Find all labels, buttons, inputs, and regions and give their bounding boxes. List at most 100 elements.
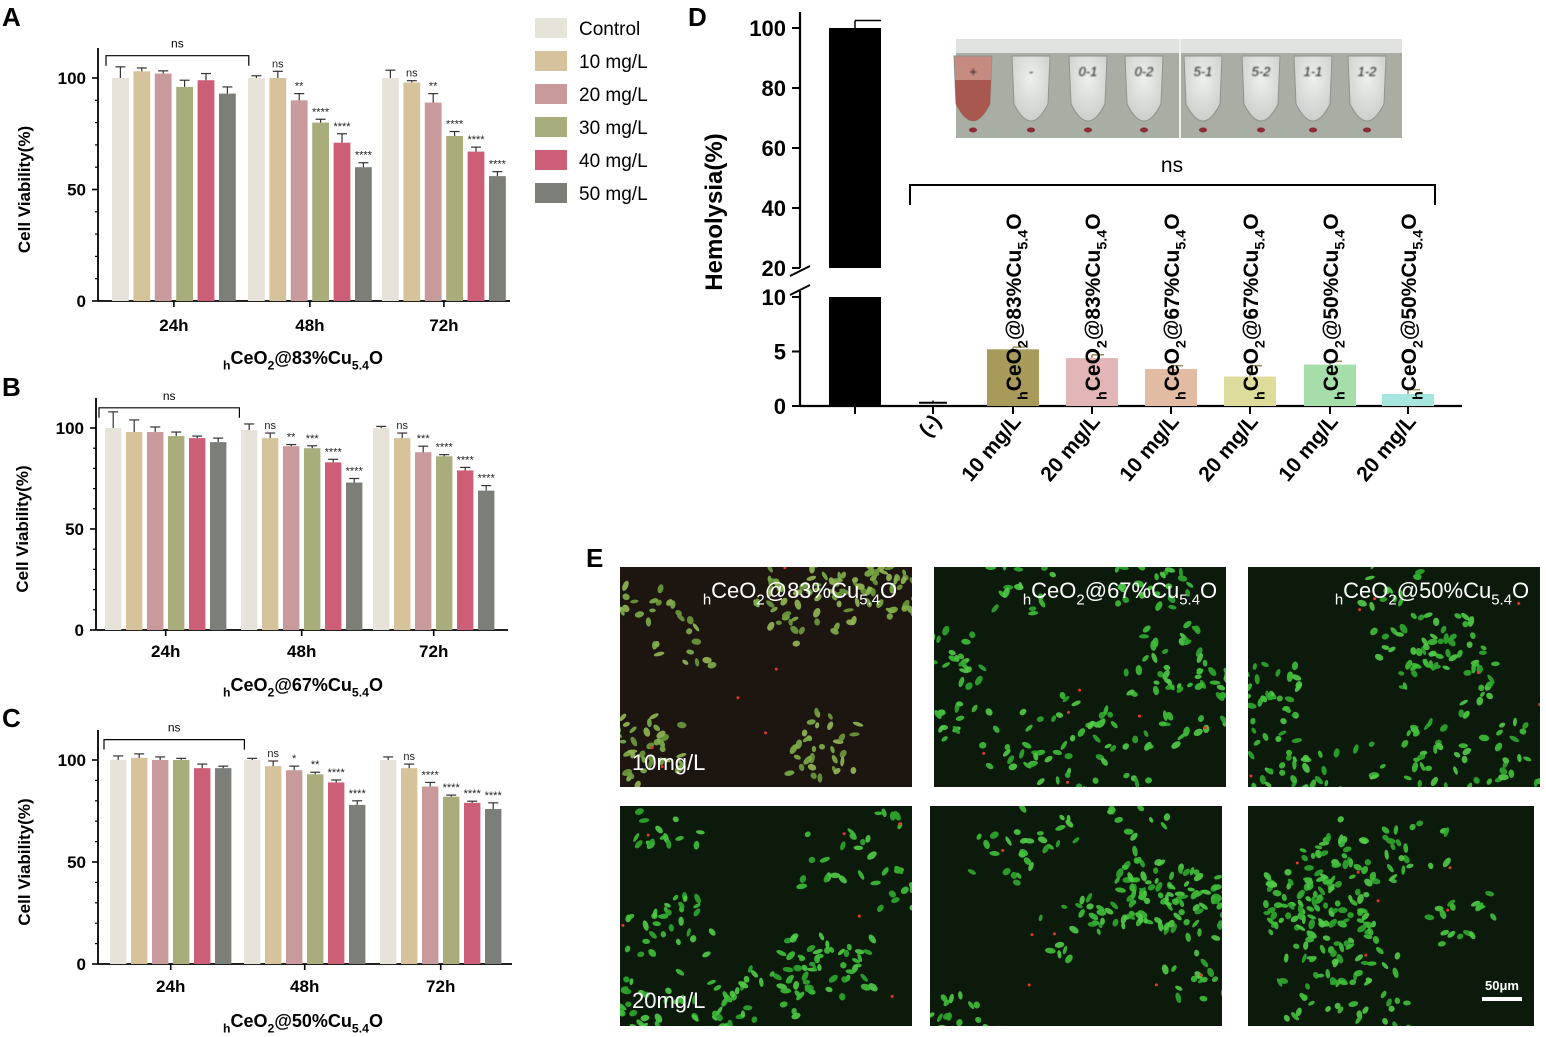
cell: [1153, 680, 1160, 685]
cell: [1178, 909, 1185, 916]
cell: [1542, 766, 1546, 775]
cell: [1037, 593, 1044, 601]
cell: [774, 581, 782, 589]
label-part: 5.4: [1094, 230, 1110, 250]
compound-label-text: hCeO2@83%Cu5.4O: [1003, 213, 1031, 400]
cell: [930, 1012, 935, 1018]
cell: [713, 985, 722, 991]
bar: [290, 100, 308, 301]
cell: [900, 786, 908, 795]
cell: [1126, 913, 1136, 920]
cell: [629, 1009, 638, 1017]
hemolysis-tube-photo: + - 0-1 0-2 5-1 5-2 1-1 1-2: [953, 39, 1402, 138]
cell: [642, 991, 650, 998]
cell: [840, 841, 846, 851]
compound-label-text: hCeO2@50%Cu5.4O: [1398, 213, 1426, 400]
cell: [958, 676, 965, 688]
cell: [1284, 696, 1295, 703]
cell: [608, 579, 617, 587]
cell: [648, 949, 657, 957]
cell: [1442, 857, 1451, 868]
cell: [1385, 838, 1396, 845]
legend-entry: 10 mg/L: [579, 52, 648, 73]
bar: [154, 73, 172, 301]
cell: [779, 1001, 788, 1008]
legend-entry: 20 mg/L: [579, 85, 648, 106]
cell: [833, 768, 841, 775]
cell: [843, 949, 850, 958]
cell: [1032, 793, 1039, 802]
significance-label: ****: [333, 121, 351, 133]
cell: [862, 557, 870, 564]
cell: [670, 600, 676, 609]
cell: [1037, 836, 1048, 844]
bar: [401, 768, 418, 964]
row-label-10: 10mg/L: [632, 750, 705, 775]
y-tick-label: 50: [67, 181, 86, 200]
cell: [1019, 749, 1025, 759]
cell: [1186, 581, 1194, 588]
cell: [1192, 919, 1200, 928]
cell: [1131, 888, 1137, 899]
cell: [886, 573, 892, 582]
bar: [110, 760, 127, 964]
cell: [1287, 878, 1294, 886]
cell: [1211, 884, 1222, 891]
cell: [1088, 912, 1099, 921]
cell: [1012, 879, 1021, 886]
cell: [780, 597, 788, 606]
cell: [622, 580, 629, 591]
cell: [881, 867, 889, 876]
tube-pellet: [1257, 127, 1265, 133]
cell: [1223, 887, 1232, 894]
cell: [1411, 662, 1422, 669]
cell: [1316, 973, 1325, 978]
cell: [1178, 637, 1186, 646]
cell: [1055, 789, 1065, 798]
cell: [1347, 912, 1354, 919]
cell: [1177, 732, 1187, 741]
cell: [1166, 545, 1174, 552]
cell: [1415, 573, 1422, 580]
cell: [1149, 817, 1154, 823]
cell: [1155, 601, 1163, 611]
cell: [1139, 859, 1145, 868]
cell: [887, 606, 898, 614]
cell: [1061, 904, 1068, 909]
cell: [1291, 1012, 1299, 1021]
cell: [797, 954, 805, 959]
cell: [1386, 864, 1394, 873]
cell: [1002, 587, 1010, 598]
cell: [1337, 834, 1343, 844]
dead-cell: [1067, 710, 1071, 714]
cell: [1071, 700, 1081, 707]
cell: [942, 662, 950, 668]
cell: [1355, 1015, 1363, 1024]
cell: [1107, 809, 1113, 815]
cell: [1122, 743, 1130, 750]
label-part: O: [880, 578, 897, 603]
cell: [1110, 721, 1118, 729]
cell: [743, 975, 750, 983]
cell: [646, 718, 652, 728]
label-part: h: [1094, 391, 1110, 400]
dead-cell: [1066, 780, 1070, 784]
label-part: 2: [268, 358, 275, 372]
cell: [794, 599, 802, 610]
bar: [987, 349, 1039, 406]
cell: [1300, 784, 1309, 787]
cell: [845, 969, 856, 974]
cell: [659, 745, 666, 753]
cell: [1369, 798, 1377, 805]
cell: [1137, 806, 1145, 812]
cell: [1325, 832, 1331, 843]
cell: [1103, 705, 1109, 716]
cell: [833, 591, 843, 599]
cell: [707, 661, 717, 669]
cell: [1025, 724, 1033, 732]
label-part: CeO: [1398, 348, 1421, 391]
cell: [1209, 680, 1221, 685]
significance-label: ****: [464, 788, 482, 800]
significance-label: ****: [312, 106, 330, 118]
cell: [1216, 684, 1226, 691]
